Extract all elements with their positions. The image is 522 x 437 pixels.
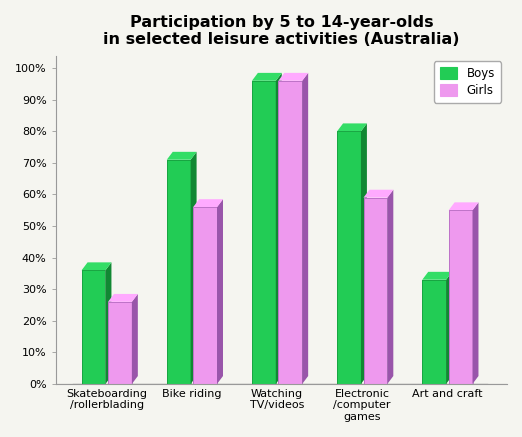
Polygon shape: [167, 152, 197, 160]
Title: Participation by 5 to 14-year-olds
in selected leisure activities (Australia): Participation by 5 to 14-year-olds in se…: [103, 15, 459, 47]
Polygon shape: [363, 190, 393, 198]
Polygon shape: [278, 73, 308, 81]
Polygon shape: [387, 190, 393, 384]
Bar: [449, 210, 472, 384]
Bar: [278, 81, 302, 384]
Polygon shape: [337, 123, 367, 131]
Polygon shape: [302, 73, 308, 384]
Polygon shape: [252, 73, 282, 81]
Polygon shape: [446, 272, 452, 384]
Polygon shape: [217, 199, 223, 384]
Bar: [167, 160, 191, 384]
Polygon shape: [132, 294, 138, 384]
Bar: [252, 81, 276, 384]
Bar: [81, 270, 105, 384]
Polygon shape: [191, 152, 197, 384]
Bar: [422, 280, 446, 384]
Bar: [363, 198, 387, 384]
Polygon shape: [276, 73, 282, 384]
Polygon shape: [108, 294, 138, 302]
Polygon shape: [105, 262, 111, 384]
Bar: [108, 302, 132, 384]
Legend: Boys, Girls: Boys, Girls: [434, 62, 501, 103]
Polygon shape: [361, 123, 367, 384]
Polygon shape: [449, 202, 479, 210]
Bar: [193, 207, 217, 384]
Polygon shape: [472, 202, 479, 384]
Polygon shape: [422, 272, 452, 280]
Bar: [337, 131, 361, 384]
Polygon shape: [193, 199, 223, 207]
Polygon shape: [81, 262, 111, 270]
